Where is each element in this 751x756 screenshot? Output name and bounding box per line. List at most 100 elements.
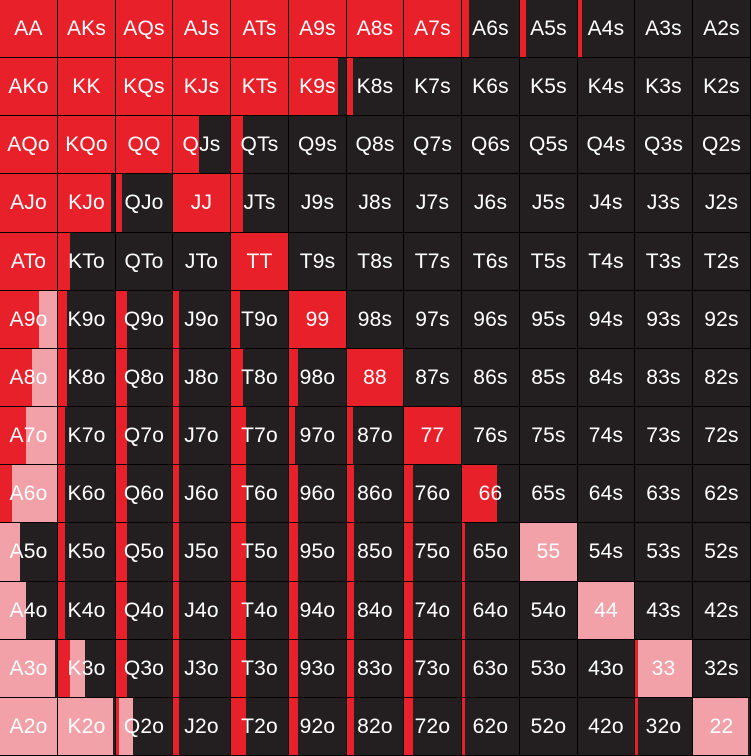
hand-cell[interactable]: J3o [173,640,231,698]
hand-cell[interactable]: 52o [520,698,578,756]
hand-cell[interactable]: A6s [462,0,520,58]
hand-cell[interactable]: 87o [347,407,404,465]
hand-cell[interactable]: AJo [0,174,58,233]
hand-cell[interactable]: K4o [58,582,116,640]
hand-cell[interactable]: K6s [462,58,520,116]
hand-cell[interactable]: JJ [173,174,231,233]
hand-cell[interactable]: Q2s [693,116,751,174]
hand-cell[interactable]: 86o [347,465,404,523]
hand-cell[interactable]: J3s [635,174,693,233]
hand-cell[interactable]: 76s [462,407,520,465]
hand-cell[interactable]: 77 [404,407,462,465]
hand-cell[interactable]: A7o [0,407,58,465]
hand-cell[interactable]: 97s [404,291,462,349]
hand-cell[interactable]: KTs [231,58,289,116]
hand-cell[interactable]: T3s [635,233,693,291]
hand-cell[interactable]: T9s [289,233,347,291]
hand-cell[interactable]: J5o [173,523,231,582]
hand-cell[interactable]: 83s [635,349,693,407]
hand-cell[interactable]: Q9s [289,116,347,174]
hand-cell[interactable]: 32s [693,640,751,698]
hand-cell[interactable]: 85o [347,523,404,582]
hand-cell[interactable]: 43s [635,582,693,640]
hand-cell[interactable]: 42o [578,698,635,756]
hand-cell[interactable]: Q7o [116,407,173,465]
hand-cell[interactable]: A8s [347,0,404,58]
hand-cell[interactable]: 96s [462,291,520,349]
hand-cell[interactable]: 93s [635,291,693,349]
hand-cell[interactable]: Q4s [578,116,635,174]
hand-cell[interactable]: T7s [404,233,462,291]
hand-cell[interactable]: K9s [289,58,347,116]
hand-cell[interactable]: 72o [404,698,462,756]
hand-cell[interactable]: 87s [404,349,462,407]
hand-cell[interactable]: 82s [693,349,751,407]
hand-cell[interactable]: 65s [520,465,578,523]
hand-cell[interactable]: KK [58,58,116,116]
hand-cell[interactable]: 84o [347,582,404,640]
hand-cell[interactable]: Q3o [116,640,173,698]
hand-cell[interactable]: K3o [58,640,116,698]
hand-cell[interactable]: J4o [173,582,231,640]
hand-cell[interactable]: QJo [116,174,173,233]
hand-cell[interactable]: 84s [578,349,635,407]
hand-cell[interactable]: T6s [462,233,520,291]
hand-cell[interactable]: A4o [0,582,58,640]
hand-cell[interactable]: Q8o [116,349,173,407]
hand-cell[interactable]: A5o [0,523,58,582]
hand-cell[interactable]: JTs [231,174,289,233]
hand-cell[interactable]: 93o [289,640,347,698]
hand-cell[interactable]: K6o [58,465,116,523]
hand-cell[interactable]: 55 [520,523,578,582]
hand-cell[interactable]: 22 [693,698,751,756]
hand-cell[interactable]: Q6o [116,465,173,523]
hand-cell[interactable]: 62s [693,465,751,523]
hand-cell[interactable]: 64o [462,582,520,640]
hand-cell[interactable]: A3s [635,0,693,58]
hand-cell[interactable]: AQs [116,0,173,58]
hand-cell[interactable]: K3s [635,58,693,116]
hand-cell[interactable]: 86s [462,349,520,407]
hand-cell[interactable]: KTo [58,233,116,291]
hand-cell[interactable]: 98o [289,349,347,407]
hand-cell[interactable]: 95o [289,523,347,582]
hand-cell[interactable]: 33 [635,640,693,698]
hand-cell[interactable]: 62o [462,698,520,756]
hand-cell[interactable]: K5o [58,523,116,582]
hand-cell[interactable]: 94s [578,291,635,349]
hand-cell[interactable]: Q5o [116,523,173,582]
hand-cell[interactable]: J8o [173,349,231,407]
hand-cell[interactable]: 43o [578,640,635,698]
hand-cell[interactable]: KJo [58,174,116,233]
hand-cell[interactable]: 98s [347,291,404,349]
hand-cell[interactable]: JTo [173,233,231,291]
hand-cell[interactable]: J5s [520,174,578,233]
hand-cell[interactable]: T8o [231,349,289,407]
hand-cell[interactable]: 85s [520,349,578,407]
hand-cell[interactable]: T5o [231,523,289,582]
hand-cell[interactable]: Q7s [404,116,462,174]
hand-cell[interactable]: J9o [173,291,231,349]
hand-cell[interactable]: 74s [578,407,635,465]
hand-cell[interactable]: QQ [116,116,173,174]
hand-cell[interactable]: QTs [231,116,289,174]
hand-cell[interactable]: 65o [462,523,520,582]
hand-cell[interactable]: A9s [289,0,347,58]
hand-cell[interactable]: 96o [289,465,347,523]
hand-cell[interactable]: 92s [693,291,751,349]
hand-cell[interactable]: A7s [404,0,462,58]
hand-cell[interactable]: 97o [289,407,347,465]
hand-cell[interactable]: Q8s [347,116,404,174]
hand-cell[interactable]: J7o [173,407,231,465]
hand-cell[interactable]: 92o [289,698,347,756]
hand-cell[interactable]: J6s [462,174,520,233]
hand-cell[interactable]: 82o [347,698,404,756]
hand-cell[interactable]: 99 [289,291,347,349]
hand-cell[interactable]: 63s [635,465,693,523]
hand-cell[interactable]: 44 [578,582,635,640]
hand-cell[interactable]: J4s [578,174,635,233]
hand-cell[interactable]: 75o [404,523,462,582]
hand-cell[interactable]: T9o [231,291,289,349]
hand-cell[interactable]: A5s [520,0,578,58]
hand-cell[interactable]: Q5s [520,116,578,174]
